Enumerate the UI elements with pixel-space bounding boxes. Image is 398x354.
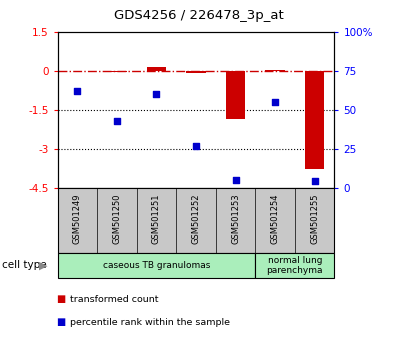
Point: [114, 118, 120, 124]
Bar: [255, 253, 334, 278]
Bar: [58, 253, 255, 278]
Text: GSM501250: GSM501250: [113, 194, 121, 244]
Text: GDS4256 / 226478_3p_at: GDS4256 / 226478_3p_at: [114, 9, 284, 22]
Text: percentile rank within the sample: percentile rank within the sample: [70, 318, 230, 327]
Bar: [146, 67, 166, 71]
Text: normal lung
parenchyma: normal lung parenchyma: [267, 256, 323, 275]
Text: GSM501249: GSM501249: [73, 194, 82, 244]
Bar: [107, 71, 127, 72]
Bar: [305, 71, 324, 170]
Point: [153, 91, 160, 97]
Text: GSM501252: GSM501252: [191, 194, 201, 244]
Text: GSM501254: GSM501254: [271, 194, 279, 244]
Text: GSM501253: GSM501253: [231, 194, 240, 244]
Text: caseous TB granulomas: caseous TB granulomas: [103, 261, 210, 270]
Text: GSM501251: GSM501251: [152, 194, 161, 244]
Text: transformed count: transformed count: [70, 295, 158, 304]
Point: [193, 143, 199, 148]
Text: ■: ■: [56, 317, 65, 327]
Text: ■: ■: [56, 294, 65, 304]
Text: cell type: cell type: [2, 261, 47, 270]
Bar: [265, 69, 285, 71]
Point: [232, 177, 239, 183]
Text: ▶: ▶: [39, 261, 47, 270]
Text: GSM501255: GSM501255: [310, 194, 319, 244]
Point: [272, 99, 278, 105]
Point: [74, 88, 81, 94]
Bar: [186, 71, 206, 73]
Point: [311, 178, 318, 184]
Bar: [226, 71, 246, 119]
